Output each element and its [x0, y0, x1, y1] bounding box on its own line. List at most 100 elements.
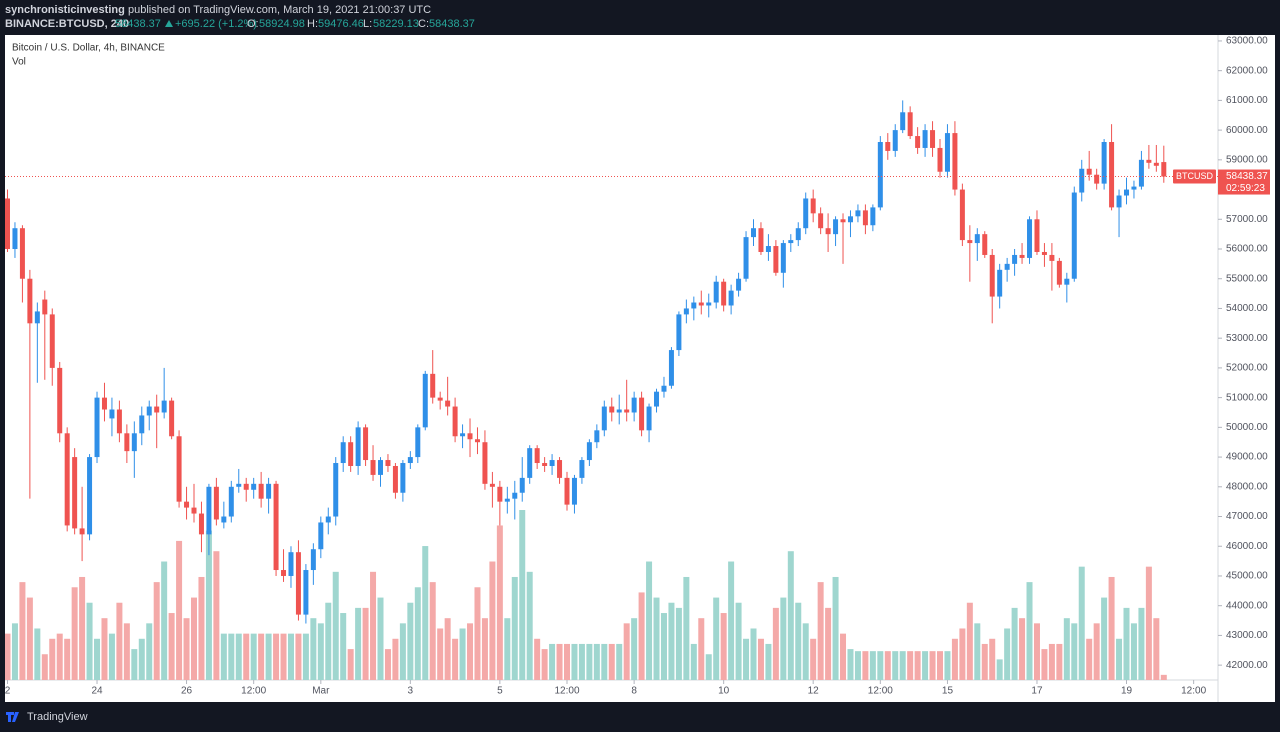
volume-bar: [452, 638, 459, 680]
volume-bar: [1048, 643, 1055, 680]
volume-bar: [123, 623, 130, 680]
candle-layer: [5, 100, 1167, 624]
volume-bar: [757, 638, 764, 680]
volume-bar: [429, 582, 436, 680]
candle-body: [683, 308, 689, 315]
volume-bar: [332, 571, 339, 680]
candle-body: [206, 486, 212, 535]
candle-body: [624, 409, 630, 413]
volume-bar: [273, 633, 280, 680]
candle-body: [333, 463, 339, 517]
x-tick-label: 15: [942, 686, 954, 697]
volume-bar: [176, 540, 183, 680]
y-tick-label: 42000.00: [1226, 660, 1268, 671]
candle-body: [788, 240, 794, 244]
candle-body: [146, 406, 152, 416]
candle-body: [251, 483, 257, 490]
volume-bar: [780, 597, 787, 680]
y-tick-label: 47000.00: [1226, 511, 1268, 522]
symbol-tag: [1173, 169, 1216, 184]
candle-body: [489, 483, 495, 487]
volume-bar: [817, 582, 824, 680]
volume-bar: [444, 618, 451, 680]
volume-bar: [862, 651, 869, 680]
candle-body: [773, 246, 779, 273]
volume-bar: [340, 613, 347, 680]
candle-body: [378, 460, 383, 475]
volume-bar: [504, 618, 511, 680]
volume-bar: [526, 571, 533, 680]
candle-body: [631, 397, 637, 413]
volume-bar: [519, 510, 526, 680]
volume-bar: [534, 638, 541, 680]
candle-body: [109, 409, 115, 419]
volume-bar: [608, 643, 615, 680]
y-tick-label: 56000.00: [1226, 244, 1268, 255]
candle-body: [937, 147, 943, 172]
candle-body: [87, 457, 93, 535]
volume-bar: [265, 633, 272, 680]
candle-body: [303, 570, 309, 615]
volume-bar: [317, 623, 324, 680]
candle-body: [997, 269, 1003, 297]
x-tick-label: 12: [808, 686, 820, 697]
x-tick-label: 17: [1031, 686, 1043, 697]
candle-body: [228, 486, 234, 517]
author: synchronisticinvesting: [5, 4, 125, 16]
y-tick-label: 51000.00: [1226, 392, 1268, 403]
volume-bar: [26, 597, 33, 680]
candle-body: [392, 465, 398, 493]
candle-body: [1079, 168, 1085, 193]
y-tick-label: 44000.00: [1226, 600, 1268, 611]
candle-body: [19, 228, 25, 279]
volume-bar: [944, 651, 951, 680]
volume-bar: [41, 654, 48, 680]
candle-body: [266, 483, 272, 499]
volume-bar: [280, 633, 287, 680]
candle-body: [1041, 251, 1047, 255]
candle-body: [780, 243, 786, 273]
y-tick-label: 59000.00: [1226, 154, 1268, 165]
volume-bar: [362, 607, 369, 680]
candle-body: [571, 477, 577, 505]
candle-body: [1049, 254, 1055, 261]
candle-body: [295, 552, 301, 615]
volume-bar: [914, 651, 921, 680]
volume-bar: [49, 638, 56, 680]
volume-bar: [840, 633, 847, 680]
candle-body: [355, 427, 361, 466]
candle-body: [430, 373, 436, 398]
volume-bar: [1093, 623, 1100, 680]
candle-body: [445, 400, 451, 407]
volume-bar: [64, 638, 71, 680]
volume-bar: [101, 618, 108, 680]
volume-bar: [586, 643, 593, 680]
volume-bar: [832, 576, 839, 680]
candle-body: [437, 397, 443, 401]
volume-bar: [705, 654, 712, 680]
volume-bar: [1101, 597, 1108, 680]
y-tick-label: 45000.00: [1226, 571, 1268, 582]
volume-bar: [11, 623, 18, 680]
candle-body: [116, 409, 122, 434]
candle-body: [706, 302, 712, 306]
candle-body: [564, 477, 570, 505]
volume-bar: [959, 628, 966, 680]
candle-body: [751, 228, 756, 238]
logo-icon: [6, 712, 19, 722]
y-tick-label: 62000.00: [1226, 65, 1268, 76]
volume-bar: [765, 643, 772, 680]
candle-body: [49, 314, 55, 368]
candle-body: [191, 507, 197, 514]
volume-bar: [399, 623, 406, 680]
candle-body: [370, 460, 376, 475]
candle-body: [654, 391, 660, 407]
volume-bar: [392, 638, 399, 680]
candle-body: [1071, 192, 1077, 279]
candle-body: [467, 433, 473, 440]
close: 58438.37: [429, 18, 475, 30]
candle-body: [728, 290, 734, 306]
volume-bar: [183, 618, 190, 680]
volume-bar: [153, 582, 160, 680]
candle-body: [885, 142, 891, 151]
